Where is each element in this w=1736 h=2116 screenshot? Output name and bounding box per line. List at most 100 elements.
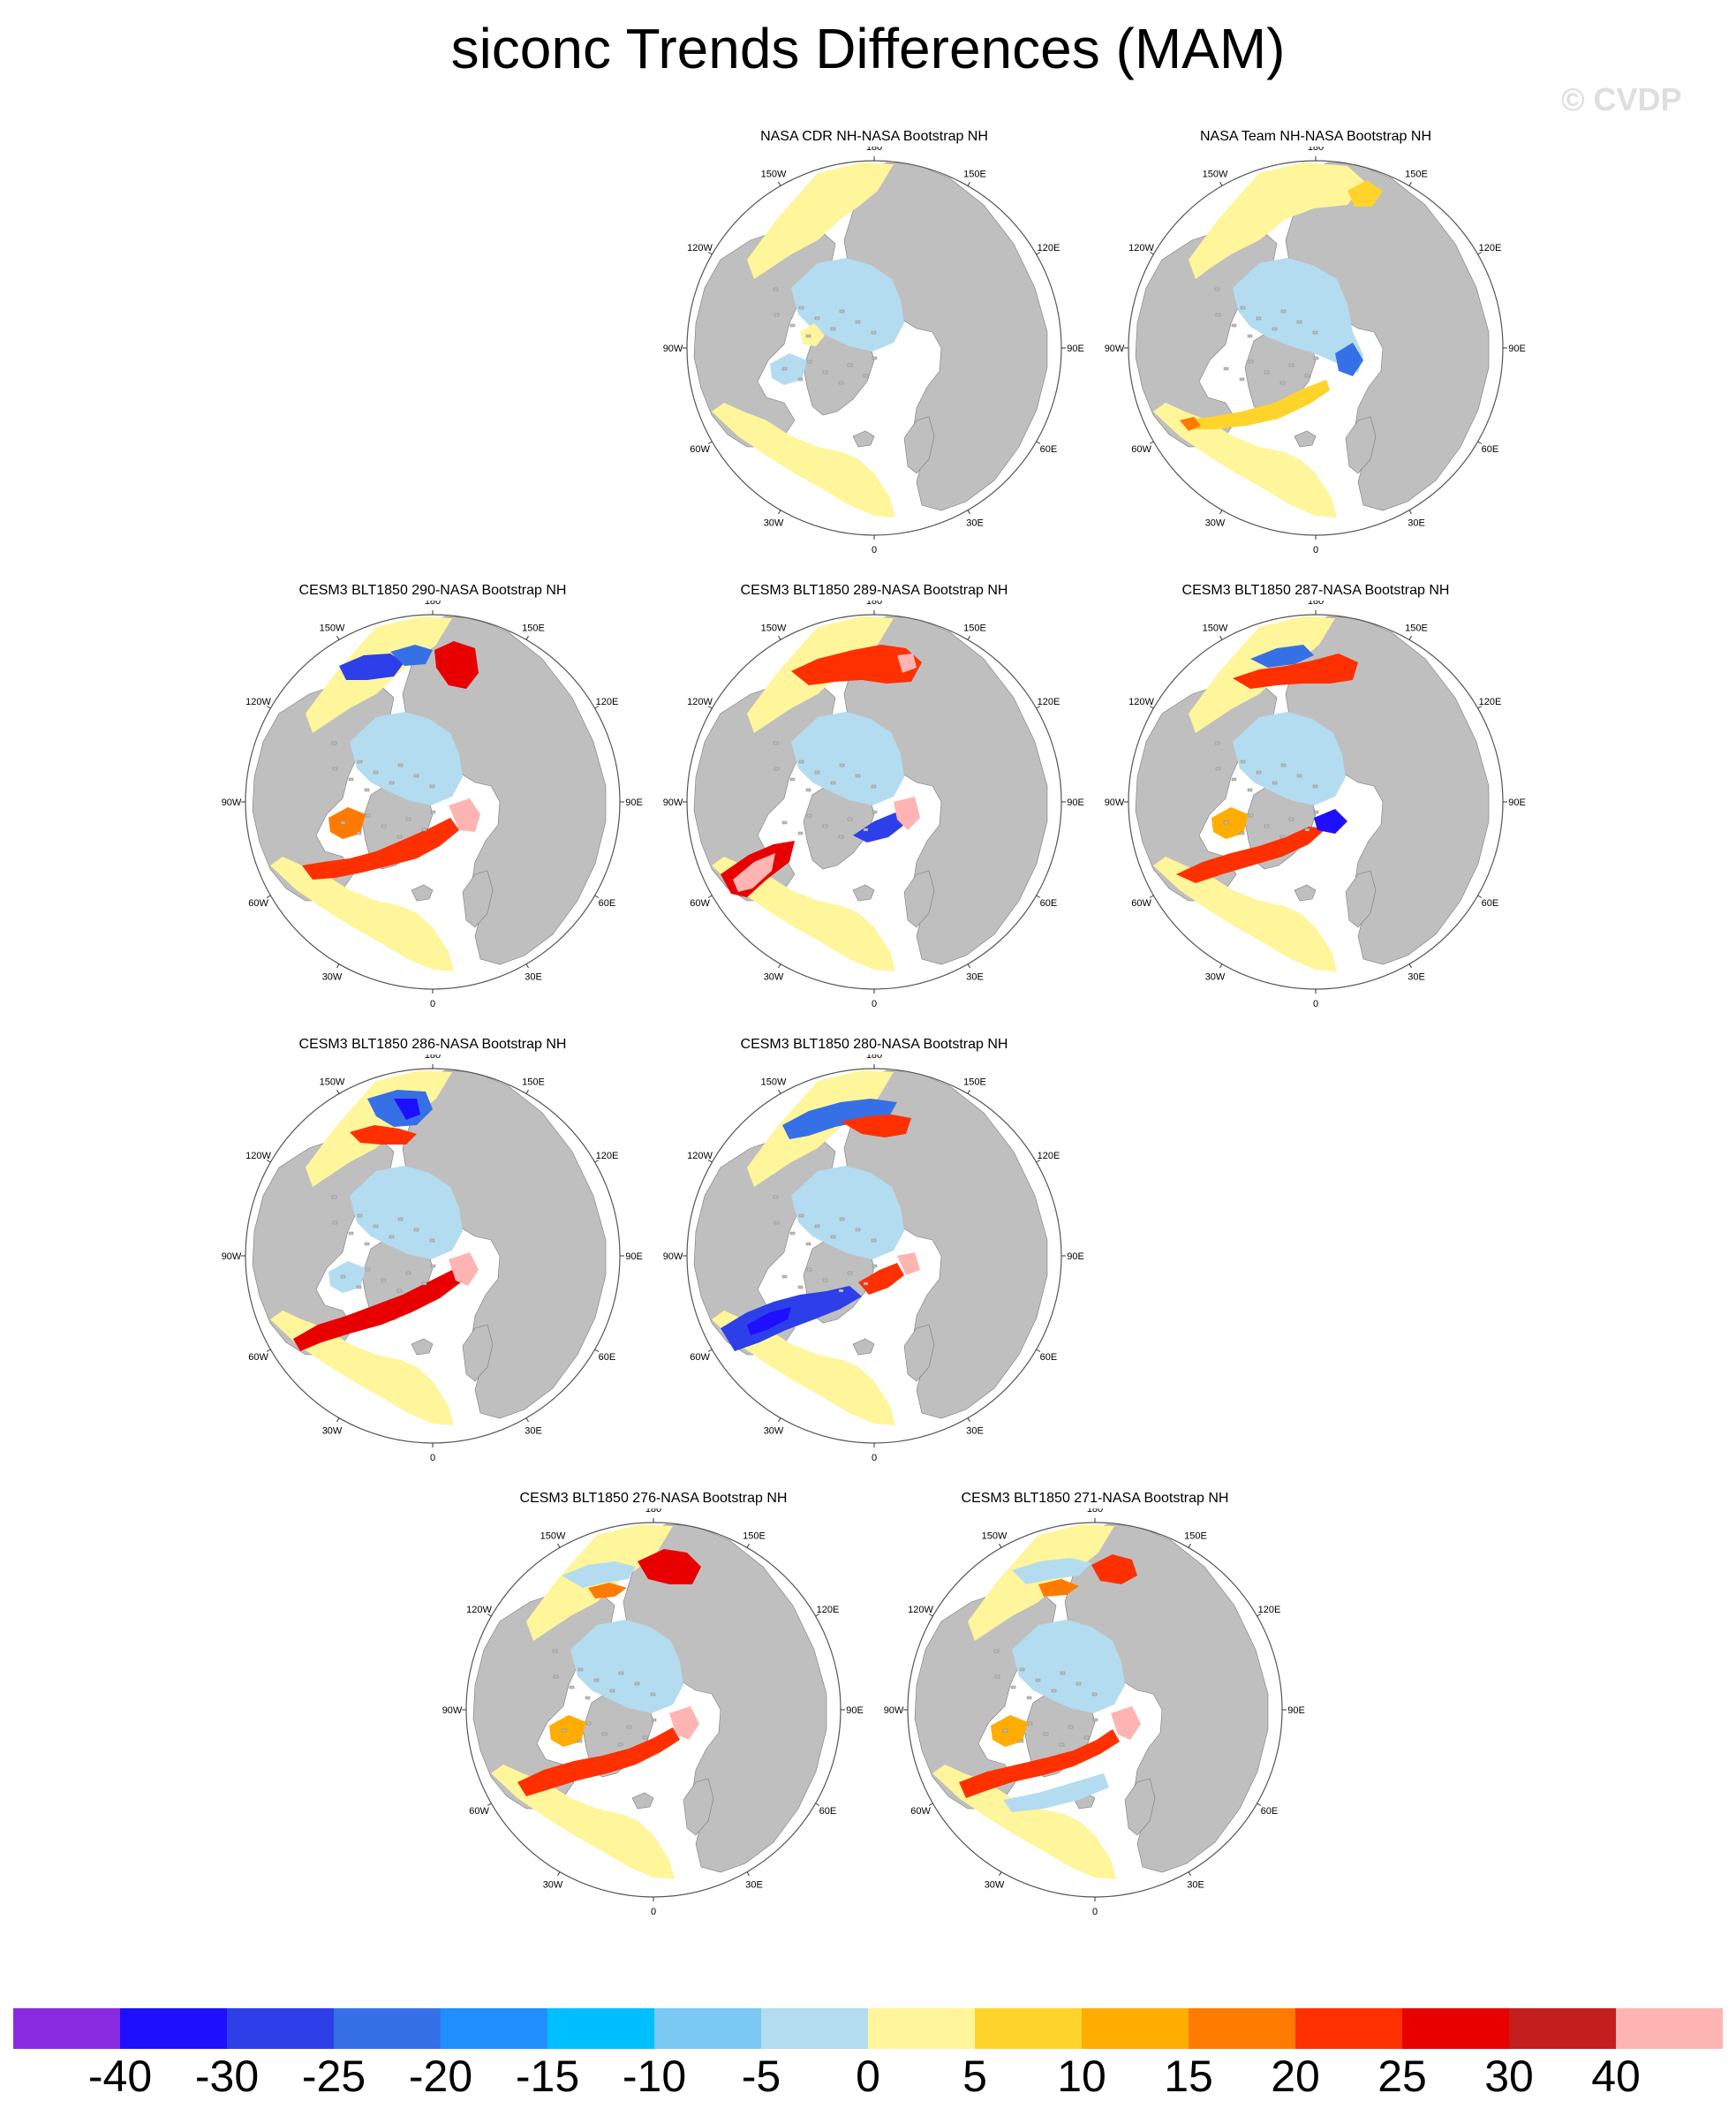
trend-region xyxy=(858,1263,904,1295)
island xyxy=(830,1235,836,1239)
island xyxy=(1288,817,1294,821)
longitude-tick xyxy=(1219,181,1223,186)
island xyxy=(1239,831,1245,835)
colorbar-swatch xyxy=(13,2008,120,2049)
colorbar-swatch xyxy=(441,2008,547,2049)
trend-region xyxy=(449,1252,479,1286)
longitude-label: 30E xyxy=(966,1425,984,1436)
longitude-tick xyxy=(266,895,271,898)
longitude-tick xyxy=(1477,441,1483,444)
longitude-tick xyxy=(594,1349,600,1352)
trend-region xyxy=(1012,1620,1125,1713)
island xyxy=(871,784,877,789)
island xyxy=(373,1224,379,1228)
longitude-label: 150E xyxy=(522,623,545,634)
longitude-label: 180 xyxy=(425,601,441,607)
island xyxy=(839,1217,845,1221)
island xyxy=(871,1238,877,1243)
trend-region xyxy=(434,641,479,689)
panel-title: CESM3 BLT1850 289-NASA Bootstrap NH xyxy=(740,583,1008,598)
trend-region xyxy=(339,654,404,680)
longitude-label: 30E xyxy=(1408,518,1425,528)
longitude-label: 150E xyxy=(1405,623,1428,634)
island xyxy=(871,330,877,335)
longitude-tick xyxy=(928,1613,933,1617)
map-panel-cesm3-290: CESM3 BLT1850 290-NASA Bootstrap NH 180 1… xyxy=(212,583,653,1024)
longitude-label: 150W xyxy=(540,1531,566,1542)
island xyxy=(585,1721,592,1726)
island xyxy=(1312,784,1318,789)
longitude-label: 90E xyxy=(1067,1251,1084,1262)
trend-region xyxy=(517,1727,680,1796)
island xyxy=(806,359,812,364)
island xyxy=(1027,1721,1033,1726)
island xyxy=(1279,835,1286,839)
longitude-label: 90E xyxy=(1508,344,1526,354)
island xyxy=(1296,774,1302,778)
colorbar-swatch xyxy=(1402,2008,1509,2049)
longitude-tick xyxy=(1477,895,1483,898)
land-area xyxy=(1345,870,1377,928)
island xyxy=(863,1281,869,1286)
longitude-label: 60W xyxy=(690,444,710,455)
trend-region xyxy=(853,812,904,843)
island xyxy=(789,323,796,328)
longitude-label: 30E xyxy=(966,518,984,528)
longitude-label: 180 xyxy=(1308,147,1324,153)
longitude-label: 30W xyxy=(322,971,343,982)
island xyxy=(389,1235,395,1239)
longitude-label: 180 xyxy=(866,601,882,607)
longitude-label: 90W xyxy=(222,797,242,808)
colorbar-swatch xyxy=(761,2008,868,2049)
island xyxy=(814,1224,820,1228)
island xyxy=(797,1285,804,1289)
island xyxy=(774,767,780,771)
island xyxy=(357,759,363,764)
trend-region xyxy=(1038,1579,1079,1597)
trend-region xyxy=(1211,807,1249,839)
island xyxy=(1280,763,1287,767)
trend-region xyxy=(1180,380,1330,429)
longitude-tick xyxy=(1149,441,1154,444)
longitude-tick xyxy=(778,1417,781,1423)
longitude-label: 30W xyxy=(322,1425,343,1436)
island xyxy=(822,370,828,374)
panel-title: NASA CDR NH-NASA Bootstrap NH xyxy=(760,129,988,144)
longitude-tick xyxy=(1149,895,1154,898)
colorbar-swatch xyxy=(1189,2008,1295,2049)
longitude-label: 90W xyxy=(222,1251,242,1262)
longitude-label: 120W xyxy=(1128,243,1154,253)
colorbar-tick-label: -20 xyxy=(408,2052,473,2101)
island xyxy=(365,1267,371,1272)
island xyxy=(1214,287,1220,291)
island xyxy=(839,763,845,767)
island xyxy=(396,835,403,839)
polar-map: 180 150E 120E 90E 60E 30E 0 30W 60W 90W 120W 150W xyxy=(884,1508,1305,1917)
map-panel-nasa-cdr: NASA CDR NH-NASA Bootstrap NH 180 150E 120… xyxy=(653,129,1095,571)
island xyxy=(822,1278,828,1282)
trend-region xyxy=(733,853,775,892)
longitude-label: 150E xyxy=(1184,1531,1207,1542)
trend-region xyxy=(449,798,480,832)
island xyxy=(405,1271,411,1275)
watermark: © CVDP xyxy=(1561,81,1682,117)
island xyxy=(569,1685,575,1689)
longitude-label: 60W xyxy=(690,1352,710,1363)
longitude-label: 90W xyxy=(663,1251,683,1262)
trend-region xyxy=(894,797,920,830)
colorbar-swatch xyxy=(547,2008,654,2049)
longitude-tick xyxy=(594,706,600,709)
longitude-label: 30W xyxy=(543,1879,563,1890)
island xyxy=(348,1231,354,1236)
land-area xyxy=(1294,884,1317,902)
longitude-label: 90W xyxy=(663,797,683,808)
island xyxy=(822,824,828,828)
longitude-label: 0 xyxy=(430,1453,435,1463)
longitude-tick xyxy=(1036,441,1041,444)
island xyxy=(798,759,804,764)
trend-region xyxy=(394,1099,420,1120)
trend-region xyxy=(791,645,922,685)
trend-region xyxy=(1091,1554,1137,1584)
island xyxy=(1083,1735,1090,1740)
longitude-tick xyxy=(1408,964,1412,969)
